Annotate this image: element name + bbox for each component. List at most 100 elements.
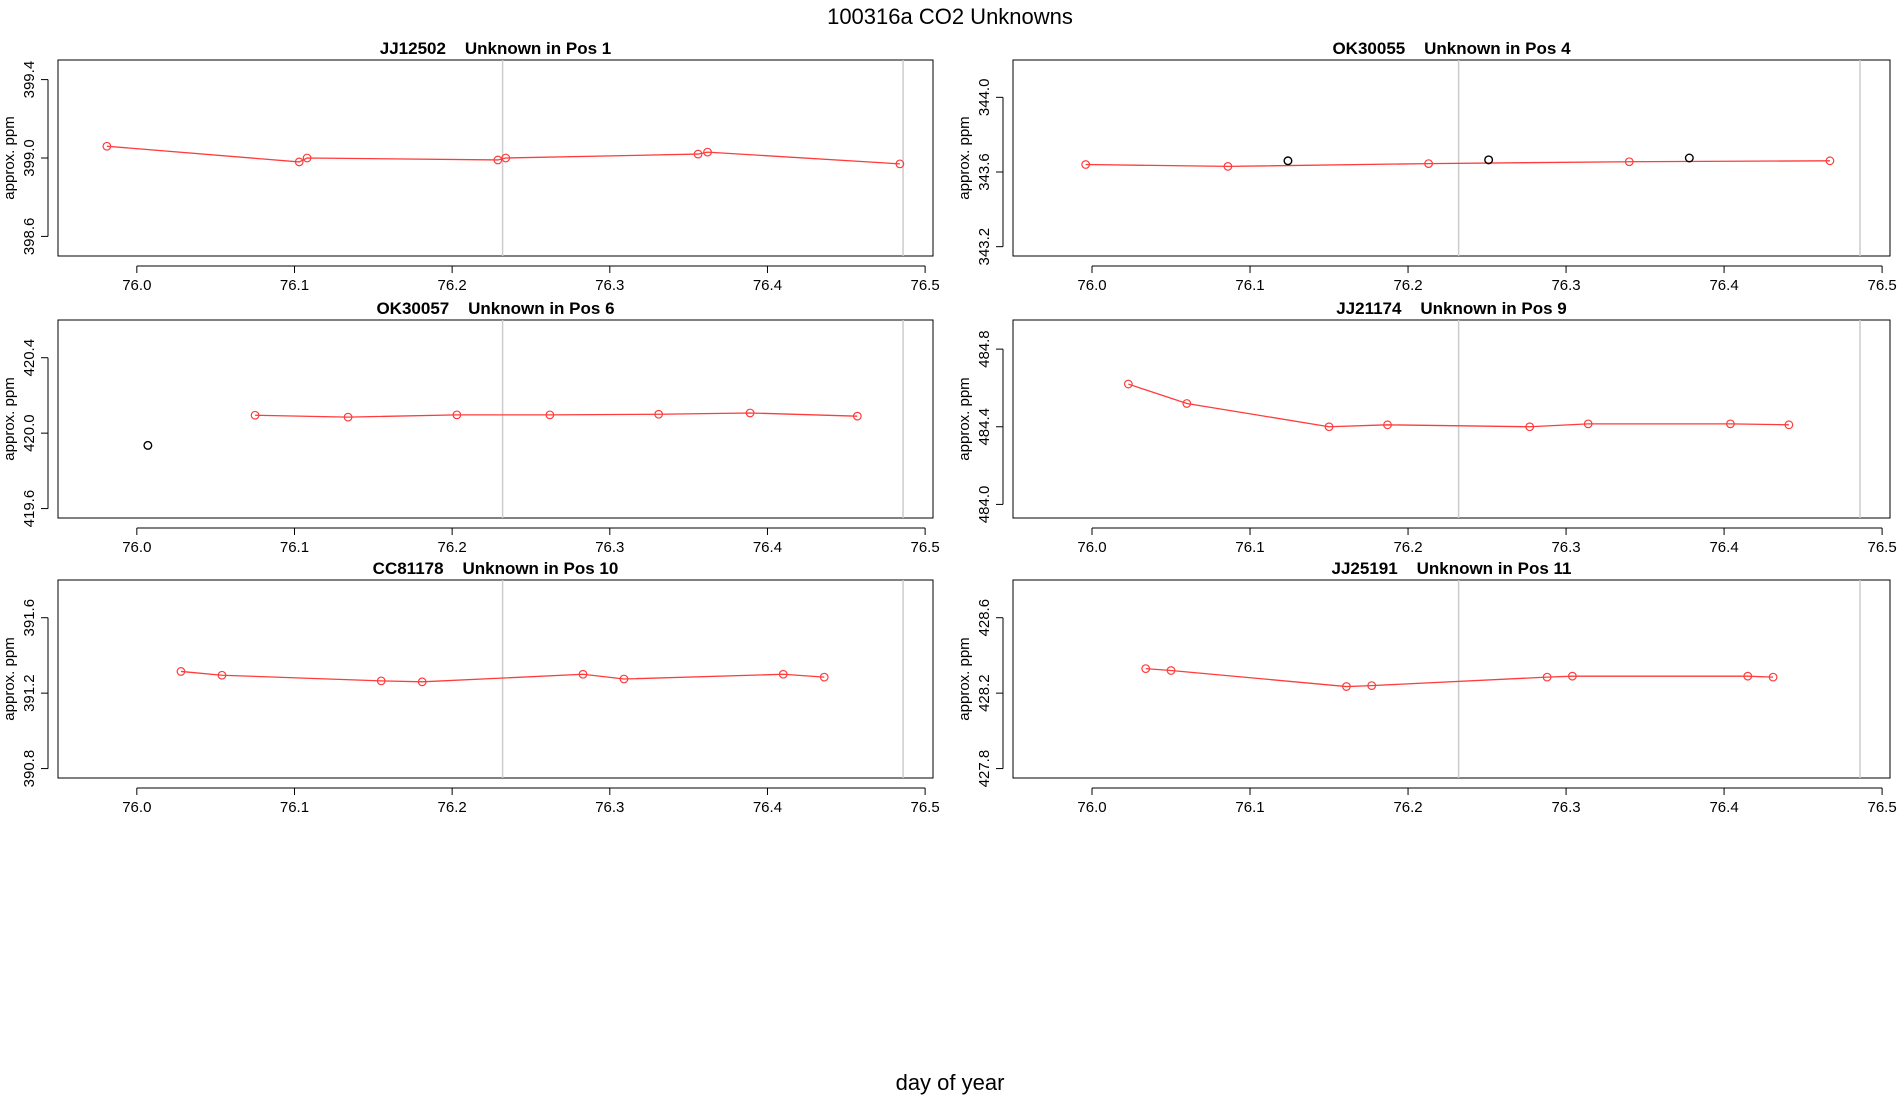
flagged-data-point [143,440,153,450]
plot-frame [1012,59,1891,257]
x-tick-label: 76.0 [122,277,151,294]
data-point [1583,419,1593,429]
y-tick-label: 428.6 [976,599,993,637]
data-point [493,155,503,165]
chart-panel-6: JJ25191 Unknown in Pos 11 approx. ppm 76.0… [956,559,1897,816]
y-tick-label: 420.4 [21,339,38,377]
data-point [1367,681,1377,690]
y-tick-label: 398.6 [21,218,38,256]
y-tick-label: 419.6 [21,490,38,528]
x-tick-label: 76.3 [595,799,624,816]
data-point [852,411,862,421]
x-tick-label: 76.1 [1235,277,1264,294]
plot-frame [1012,579,1891,779]
x-tick-label: 76.3 [1551,799,1580,816]
data-point [1166,666,1176,675]
x-tick-label: 76.3 [1551,539,1580,556]
data-point [1784,420,1794,430]
x-tick-label: 76.4 [1709,539,1738,556]
x-tick-label: 76.2 [1393,277,1422,294]
x-tick-label: 76.3 [595,277,624,294]
x-tick-label: 76.0 [1077,277,1106,294]
panel-title: OK30057 Unknown in Pos 6 [376,299,614,318]
figure-title: 100316a CO2 Unknowns [827,4,1073,29]
x-tick-label: 76.5 [1867,277,1896,294]
y-tick-label: 484.8 [976,330,993,368]
flagged-data-point [1484,155,1494,165]
data-point [693,149,703,159]
data-point [501,153,511,163]
chart-panel-5: CC81178 Unknown in Pos 10 approx. ppm 76.0… [1,559,940,816]
data-point [343,412,353,422]
data-point [819,672,829,682]
x-tick-label: 76.4 [1709,799,1738,816]
plot-frame [57,579,934,779]
x-tick-label: 76.4 [753,539,782,556]
data-point [102,141,112,151]
x-tick-label: 76.0 [1077,539,1106,556]
x-tick-label: 76.0 [1077,799,1106,816]
data-point [895,159,905,169]
panel-title: CC81178 Unknown in Pos 10 [373,559,619,578]
chart-panel-2: OK30055 Unknown in Pos 4 approx. ppm 76.0 7… [956,39,1897,294]
x-tick-label: 76.3 [1551,277,1580,294]
series-line [1085,160,1830,168]
data-point [1324,422,1334,432]
panel-title: JJ12502 Unknown in Pos 1 [380,39,611,58]
data-point [619,674,629,684]
chart-panel-4: JJ21174 Unknown in Pos 9 approx. ppm 76.0 7… [956,299,1897,556]
data-point [1182,399,1192,408]
x-tick-label: 76.3 [595,539,624,556]
y-tick-label: 344.0 [976,79,993,117]
y-tick-label: 390.8 [21,750,38,788]
data-point [545,410,555,420]
plot-frame [57,59,934,257]
panel-title: JJ25191 Unknown in Pos 11 [1332,559,1572,578]
y-tick-label: 343.6 [976,153,993,191]
x-tick-label: 76.0 [122,539,151,556]
data-point [578,669,588,679]
x-tick-label: 76.1 [1235,799,1264,816]
data-point [778,669,788,679]
panel-title: JJ21174 Unknown in Pos 9 [1336,299,1567,318]
chart-panel-3: OK30057 Unknown in Pos 6 approx. ppm 76.0 7… [1,299,940,556]
x-tick-label: 76.4 [753,277,782,294]
data-point [1223,161,1233,171]
x-tick-label: 76.4 [753,799,782,816]
data-point [417,677,427,687]
data-point [1825,156,1835,166]
data-point [250,410,260,420]
x-axis-label: day of year [895,1070,1005,1095]
series-line [1128,383,1789,428]
data-point [1768,672,1778,682]
x-tick-label: 76.1 [280,539,309,556]
y-axis-label: approx. ppm [1,637,18,720]
x-tick-label: 76.5 [1867,799,1896,816]
data-point [1542,672,1552,682]
x-tick-label: 76.5 [911,799,940,816]
data-point [1383,420,1392,430]
series-line [1145,667,1774,688]
panel-title: OK30055 Unknown in Pos 4 [1332,39,1571,58]
data-point [1567,671,1577,681]
data-point [1123,379,1133,389]
series-line [255,412,858,418]
x-tick-label: 76.2 [1393,539,1422,556]
y-tick-label: 399.4 [21,61,38,99]
data-point [1141,664,1151,674]
flagged-data-point [1283,156,1293,166]
data-point [1525,422,1535,432]
y-tick-label: 484.0 [976,486,993,524]
y-tick-label: 484.4 [976,408,993,446]
plot-frame [1012,319,1891,519]
y-tick-label: 427.8 [976,750,993,788]
data-point [176,667,186,676]
y-axis-label: approx. ppm [1,116,18,199]
x-tick-label: 76.2 [438,799,467,816]
y-tick-label: 428.2 [976,674,993,712]
x-tick-label: 76.2 [438,277,467,294]
data-point [745,408,755,418]
y-tick-label: 391.2 [21,674,38,712]
flagged-data-point [1684,153,1694,163]
